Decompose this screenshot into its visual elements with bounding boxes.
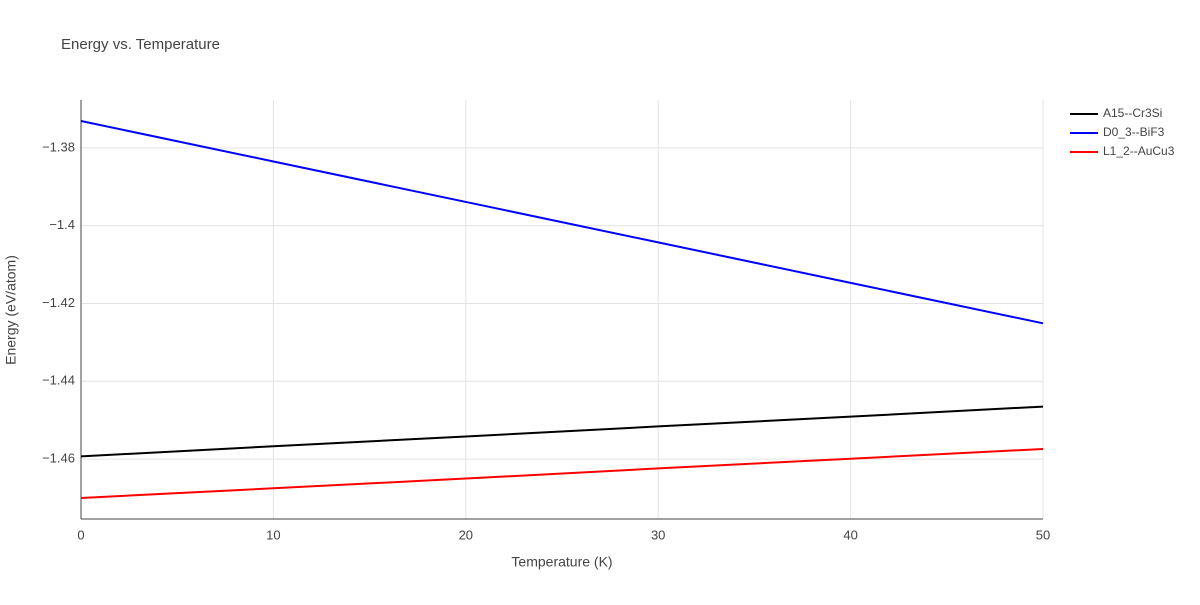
y-tick-label: −1.44 [42, 373, 75, 388]
x-tick-label: 50 [1036, 527, 1050, 542]
series-line [80, 447, 1044, 499]
legend-label: A15--Cr3Si [1103, 106, 1162, 120]
x-tick-label: 30 [651, 527, 665, 542]
x-tick-label: 10 [266, 527, 280, 542]
y-tick-label: −1.4 [49, 217, 75, 232]
x-tick-label: 0 [77, 527, 84, 542]
series-line [80, 120, 1044, 325]
y-tick-label: −1.38 [42, 139, 75, 154]
legend-label: L1_2--AuCu3 [1103, 144, 1175, 158]
x-tick-label: 40 [843, 527, 857, 542]
y-axis-title: Energy (eV/atom) [3, 255, 19, 365]
y-tick-label: −1.42 [42, 295, 75, 310]
x-axis-title: Temperature (K) [511, 554, 612, 570]
chart-title: Energy vs. Temperature [61, 36, 220, 53]
series-line [80, 405, 1044, 458]
y-tick-label: −1.46 [42, 451, 75, 466]
x-tick-label: 20 [459, 527, 473, 542]
legend-label: D0_3--BiF3 [1103, 125, 1165, 139]
